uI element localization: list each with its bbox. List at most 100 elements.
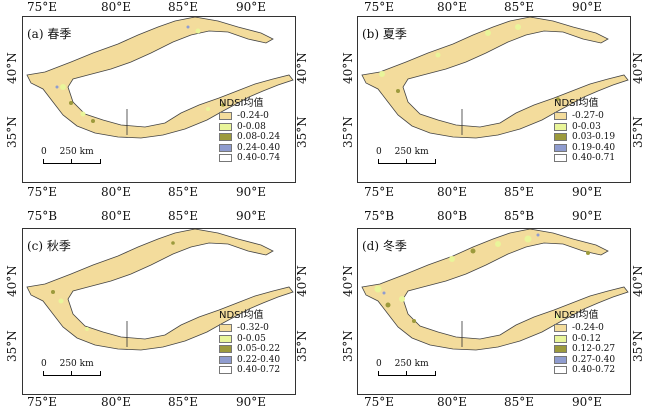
panel-title-summer: (b) 夏季	[362, 27, 407, 41]
legend-item: 0.08-0.24	[219, 132, 280, 143]
lon-label-mid2-75b: 75°B	[364, 209, 395, 223]
scale-zero-label: 0	[41, 147, 47, 157]
lon-label-mid2-80: 80°E	[101, 209, 132, 223]
map-panel-summer: (b) 夏季 NDSI均值 -0.27-0 0-0.03 0.03-0.19 0…	[357, 16, 631, 183]
legend-item: 0.27-0.40	[554, 355, 615, 366]
map-panel-winter: (d) 冬季 NDSI均值 -0.24-0 0-0.12 0.12-0.27 0…	[357, 228, 631, 395]
lon-label-mid2-80b: 80°B	[437, 209, 468, 223]
legend-item: 0.40-0.72	[554, 365, 615, 376]
lon-label-mid-75b: 75°E	[364, 185, 395, 199]
lon-label-mid-75: 75°E	[27, 185, 58, 199]
legend-label: 0.08-0.24	[237, 132, 281, 143]
legend-item: -0.32-0	[219, 323, 280, 334]
legend-swatch	[554, 355, 567, 364]
legend-label: 0-0.08	[237, 121, 266, 132]
legend-swatch	[219, 355, 232, 364]
legend-item: 0.19-0.40	[554, 143, 615, 154]
legend-title-autumn: NDSI均值	[219, 310, 264, 321]
lon-label-top-85: 85°E	[168, 0, 199, 14]
lat-label-d-40: 40°N	[341, 265, 355, 297]
lat-label-b-40: 40°N	[341, 52, 355, 84]
legend-label: -0.24-0	[572, 323, 604, 334]
legend-swatch	[219, 133, 232, 142]
legend-title-summer: NDSI均值	[554, 98, 599, 109]
mountain-region-winter	[361, 229, 629, 351]
lon-label-top-75b: 75°E	[364, 0, 395, 14]
legend-label: -0.27-0	[572, 111, 604, 122]
lon-label-bot-85: 85°E	[168, 395, 199, 409]
mountain-region-spring	[26, 17, 294, 139]
map-svg-winter	[361, 229, 629, 351]
legend-swatch	[554, 133, 567, 142]
legend-swatch	[219, 324, 232, 333]
panel-title-spring: (a) 春季	[27, 27, 72, 41]
scale-bar-spring: 0 250 km	[41, 147, 101, 164]
legend-autumn: NDSI均值 -0.32-0 0-0.05 0.05-0.22 0.22-0.4…	[219, 311, 280, 376]
legend-label: 0.05-0.22	[237, 344, 281, 355]
scale-bar-autumn: 0 250 km	[41, 359, 101, 376]
lon-label-top-80b: 80°E	[437, 0, 468, 14]
legend-title-winter: NDSI均值	[554, 310, 599, 321]
lon-label-mid-90: 90°E	[236, 185, 267, 199]
scale-bar-summer: 0 250 km	[376, 147, 436, 164]
legend-item: 0.12-0.27	[554, 344, 615, 355]
legend-label: 0.22-0.40	[237, 354, 281, 365]
lat-label-d-35r: 35°N	[631, 330, 645, 362]
legend-spring: NDSI均值 -0.24-0 0-0.08 0.08-0.24 0.24-0.4…	[219, 99, 280, 164]
legend-label: 0-0.03	[572, 121, 601, 132]
legend-item: 0.03-0.19	[554, 132, 615, 143]
legend-swatch	[554, 112, 567, 121]
legend-item: 0-0.08	[219, 122, 280, 133]
scale-zero-label: 0	[376, 147, 382, 157]
legend-swatch	[219, 366, 232, 375]
lon-label-bot-90b: 90°E	[572, 395, 603, 409]
legend-item: 0.40-0.71	[554, 153, 615, 164]
scale-zero-label: 0	[376, 359, 382, 369]
lon-label-mid2-90b: 90°E	[572, 209, 603, 223]
map-svg-autumn	[26, 229, 294, 351]
lon-label-mid2-85b: 85°B	[504, 209, 535, 223]
legend-item: 0.22-0.40	[219, 355, 280, 366]
legend-item: 0-0.12	[554, 334, 615, 345]
lon-label-bot-85b: 85°E	[504, 395, 535, 409]
lon-label-top-90: 90°E	[236, 0, 267, 14]
legend-swatch	[219, 143, 232, 152]
legend-swatch	[219, 154, 232, 163]
mountain-region-summer	[361, 17, 629, 139]
lon-label-bot-90: 90°E	[236, 395, 267, 409]
lon-label-mid-80b: 80°E	[437, 185, 468, 199]
lon-label-mid-90b: 90°E	[572, 185, 603, 199]
map-panel-spring: (a) 春季 NDSI均值 -0.24-0 0-0.08 0.08-0.24 0…	[22, 16, 296, 183]
legend-item: 0.40-0.72	[219, 365, 280, 376]
lat-label-a-40: 40°N	[5, 52, 19, 84]
mountain-region-autumn	[26, 229, 294, 351]
lat-label-a-35: 35°N	[5, 116, 19, 148]
legend-item: 0.40-0.74	[219, 153, 280, 164]
legend-swatch	[554, 143, 567, 152]
lat-label-b-40r: 40°N	[631, 52, 645, 84]
lon-label-mid2-85: 85°E	[168, 209, 199, 223]
legend-item: -0.24-0	[219, 111, 280, 122]
legend-label: -0.32-0	[237, 323, 269, 334]
lat-label-d-35: 35°N	[341, 330, 355, 362]
lon-label-top-75: 75°E	[27, 0, 58, 14]
legend-item: -0.27-0	[554, 111, 615, 122]
lat-label-a-35r: 35°N	[295, 116, 309, 148]
lon-label-mid2-75: 75°B	[27, 209, 58, 223]
legend-swatch	[219, 334, 232, 343]
scale-km-label: 250 km	[59, 359, 94, 369]
legend-label: 0.40-0.72	[237, 365, 281, 376]
lon-label-bot-75b: 75°E	[364, 395, 395, 409]
legend-swatch	[219, 112, 232, 121]
scale-zero-label: 0	[41, 359, 47, 369]
legend-winter: NDSI均值 -0.24-0 0-0.12 0.12-0.27 0.27-0.4…	[554, 311, 615, 376]
lat-label-b-35r: 35°N	[631, 116, 645, 148]
lon-label-top-85b: 85°E	[504, 0, 535, 14]
legend-item: 0.24-0.40	[219, 143, 280, 154]
map-svg-summer	[361, 17, 629, 139]
legend-label: 0.24-0.40	[237, 142, 281, 153]
legend-item: 0-0.03	[554, 122, 615, 133]
legend-label: 0.40-0.72	[572, 365, 616, 376]
legend-swatch	[554, 334, 567, 343]
legend-item: 0-0.05	[219, 334, 280, 345]
